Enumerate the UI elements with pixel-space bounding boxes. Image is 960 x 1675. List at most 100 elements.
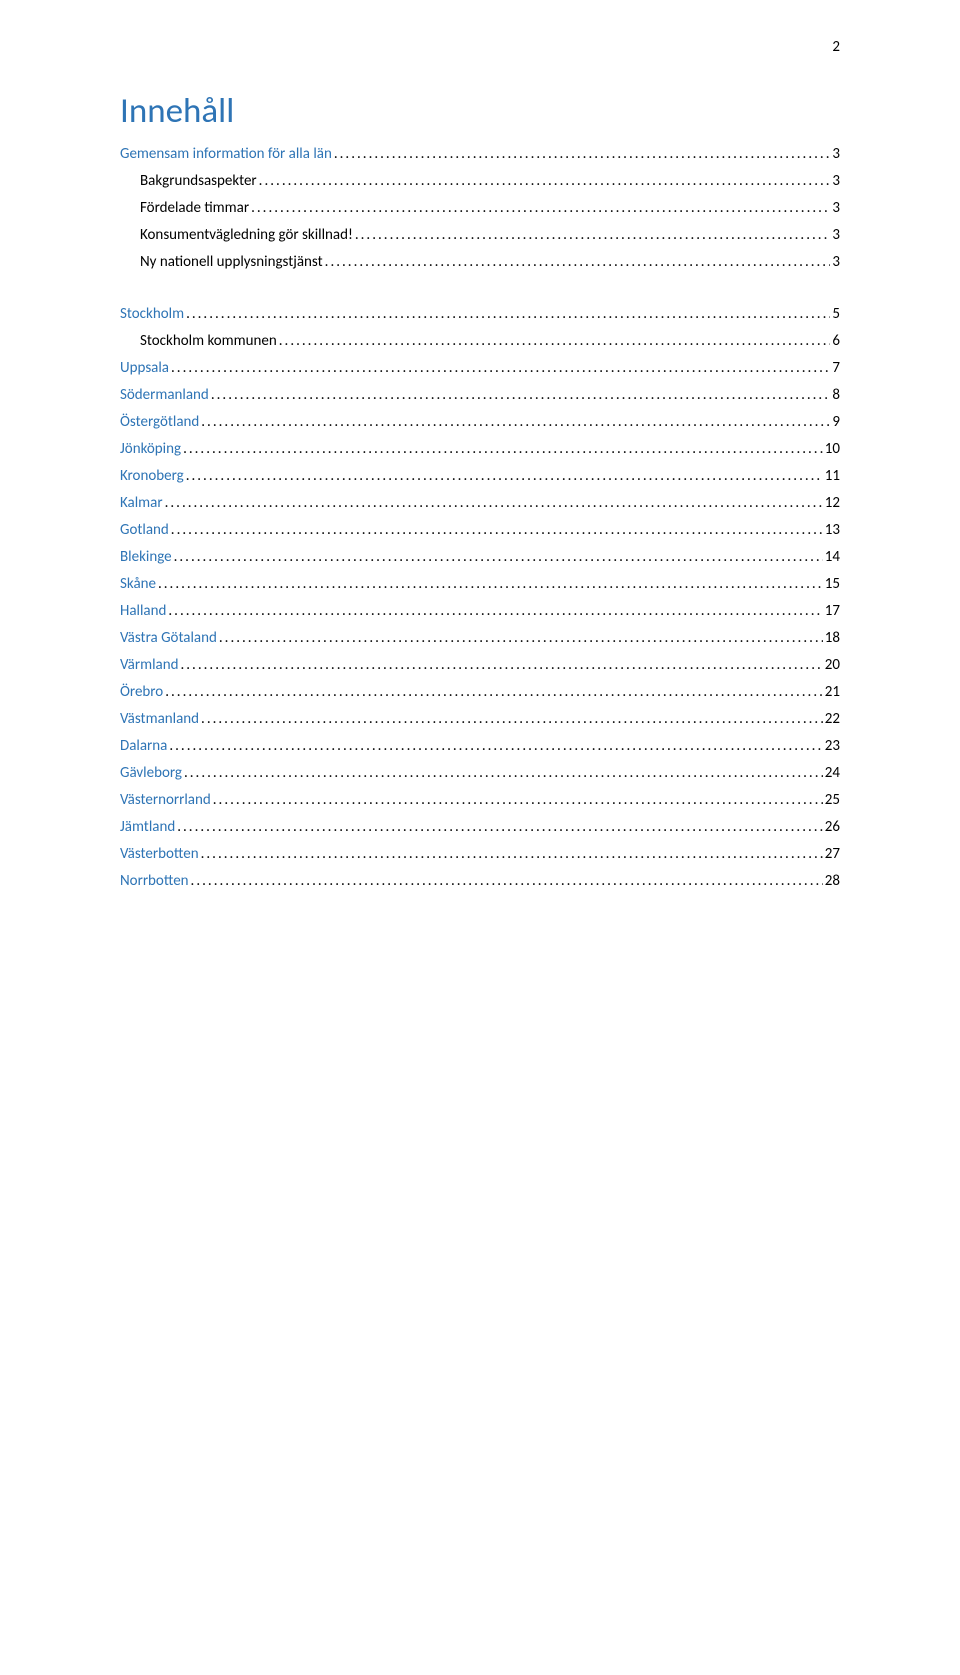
toc-container: Gemensam information för alla län3Bakgru… [120, 142, 840, 893]
toc-leader-dots [332, 142, 831, 166]
toc-leader-dots [169, 356, 830, 380]
toc-entry-label: Skåne [120, 572, 156, 596]
toc-entry-page: 3 [830, 169, 840, 193]
toc-entry-label: Gemensam information för alla län [120, 142, 332, 166]
toc-leader-dots [184, 464, 823, 488]
toc-entry-label: Dalarna [120, 734, 167, 758]
toc-title: Innehåll [120, 90, 840, 132]
toc-entry[interactable]: Östergötland9 [120, 410, 840, 434]
toc-leader-dots [353, 223, 831, 247]
toc-entry-label: Södermanland [120, 383, 209, 407]
toc-leader-dots [199, 410, 830, 434]
toc-entry-label: Halland [120, 599, 166, 623]
toc-entry[interactable]: Dalarna 23 [120, 734, 840, 758]
toc-entry-page: 6 [830, 329, 840, 353]
toc-leader-dots [257, 169, 831, 193]
toc-entry-page: 20 [823, 653, 840, 677]
toc-entry-page: 23 [823, 734, 840, 758]
toc-entry-page: 24 [823, 761, 840, 785]
toc-entry-page: 22 [823, 707, 840, 731]
toc-entry[interactable]: Konsumentvägledning gör skillnad!3 [120, 223, 840, 247]
toc-entry-label: Kronoberg [120, 464, 184, 488]
page-number: 2 [832, 38, 840, 56]
toc-entry[interactable]: Västerbotten 27 [120, 842, 840, 866]
toc-entry-page: 14 [823, 545, 840, 569]
toc-entry-label: Västernorrland [120, 788, 211, 812]
toc-leader-dots [189, 869, 823, 893]
toc-entry-page: 28 [823, 869, 840, 893]
toc-entry-label: Gotland [120, 518, 169, 542]
toc-leader-dots [172, 545, 823, 569]
toc-leader-dots [217, 626, 823, 650]
toc-entry[interactable]: Västmanland22 [120, 707, 840, 731]
toc-entry-label: Fördelade timmar [140, 196, 249, 220]
toc-entry-page: 15 [823, 572, 840, 596]
toc-leader-dots [209, 383, 831, 407]
toc-entry[interactable]: Västra Götaland 18 [120, 626, 840, 650]
toc-entry-page: 8 [830, 383, 840, 407]
toc-leader-dots [199, 707, 823, 731]
toc-entry[interactable]: Skåne 15 [120, 572, 840, 596]
toc-entry[interactable]: Västernorrland25 [120, 788, 840, 812]
toc-entry-page: 27 [823, 842, 840, 866]
toc-entry-label: Blekinge [120, 545, 172, 569]
toc-entry-label: Bakgrundsaspekter [140, 169, 257, 193]
toc-entry[interactable]: Bakgrundsaspekter 3 [120, 169, 840, 193]
toc-entry-page: 26 [823, 815, 840, 839]
toc-entry-page: 3 [830, 196, 840, 220]
toc-entry[interactable]: Kalmar 12 [120, 491, 840, 515]
toc-leader-dots [166, 599, 822, 623]
toc-leader-dots [277, 329, 831, 353]
toc-entry-label: Västerbotten [120, 842, 199, 866]
toc-leader-dots [249, 196, 830, 220]
toc-entry-page: 7 [830, 356, 840, 380]
toc-entry-page: 17 [823, 599, 840, 623]
toc-entry[interactable]: Södermanland 8 [120, 383, 840, 407]
toc-entry-page: 5 [830, 302, 840, 326]
toc-leader-dots [178, 653, 822, 677]
toc-entry-label: Jämtland [120, 815, 175, 839]
toc-entry[interactable]: Kronoberg11 [120, 464, 840, 488]
toc-entry[interactable]: Halland 17 [120, 599, 840, 623]
toc-entry[interactable]: Örebro 21 [120, 680, 840, 704]
toc-entry-page: 3 [830, 142, 840, 166]
toc-entry-page: 18 [823, 626, 840, 650]
toc-gap [120, 274, 840, 302]
toc-leader-dots [181, 437, 823, 461]
toc-entry[interactable]: Uppsala 7 [120, 356, 840, 380]
toc-entry-label: Stockholm kommunen [140, 329, 277, 353]
toc-entry[interactable]: Blekinge 14 [120, 545, 840, 569]
toc-entry[interactable]: Ny nationell upplysningstjänst3 [120, 250, 840, 274]
toc-entry-page: 10 [823, 437, 840, 461]
toc-entry-label: Stockholm [120, 302, 184, 326]
toc-entry[interactable]: Stockholm kommunen 6 [120, 329, 840, 353]
toc-entry-page: 12 [823, 491, 840, 515]
toc-leader-dots [184, 302, 830, 326]
toc-entry-label: Ny nationell upplysningstjänst [140, 250, 323, 274]
toc-entry-label: Uppsala [120, 356, 169, 380]
toc-entry-label: Örebro [120, 680, 163, 704]
toc-leader-dots [175, 815, 823, 839]
toc-entry-label: Jönköping [120, 437, 181, 461]
toc-entry[interactable]: Stockholm 5 [120, 302, 840, 326]
toc-entry-page: 21 [823, 680, 840, 704]
toc-entry[interactable]: Norrbotten28 [120, 869, 840, 893]
toc-entry[interactable]: Värmland 20 [120, 653, 840, 677]
toc-entry-label: Östergötland [120, 410, 199, 434]
toc-entry[interactable]: Jämtland 26 [120, 815, 840, 839]
toc-entry-label: Kalmar [120, 491, 163, 515]
toc-entry[interactable]: Gävleborg 24 [120, 761, 840, 785]
toc-entry-page: 13 [823, 518, 840, 542]
toc-leader-dots [167, 734, 822, 758]
toc-entry-label: Västra Götaland [120, 626, 217, 650]
toc-leader-dots [169, 518, 823, 542]
toc-leader-dots [211, 788, 823, 812]
toc-entry[interactable]: Fördelade timmar 3 [120, 196, 840, 220]
toc-entry-label: Värmland [120, 653, 178, 677]
toc-entry[interactable]: Jönköping 10 [120, 437, 840, 461]
toc-entry[interactable]: Gotland 13 [120, 518, 840, 542]
toc-leader-dots [163, 680, 823, 704]
toc-entry-label: Gävleborg [120, 761, 182, 785]
toc-entry[interactable]: Gemensam information för alla län 3 [120, 142, 840, 166]
toc-entry-label: Konsumentvägledning gör skillnad! [140, 223, 353, 247]
